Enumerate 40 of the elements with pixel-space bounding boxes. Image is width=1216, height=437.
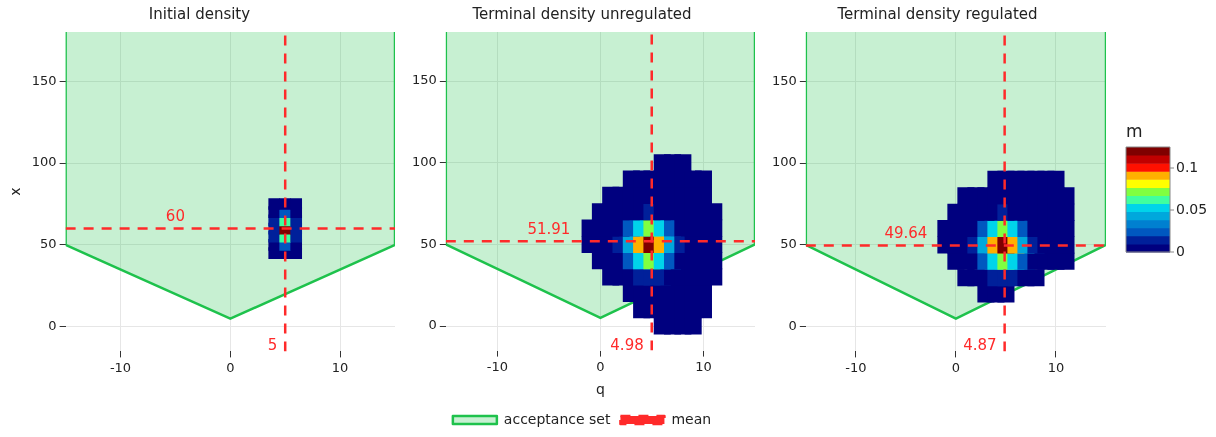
annotation: 51.91 [527,219,571,238]
x-tick-label: -10 [845,359,867,375]
annotation: 4.98 [610,335,644,354]
chart-title: Initial density [148,4,251,23]
x-tick-label: 0 [596,358,605,374]
y-tick-label: 150 [31,72,57,88]
x-tick-label: 0 [226,359,235,375]
x-tick-label: 10 [331,359,349,375]
y-tick-label: 100 [31,154,57,170]
x-tick-label: -10 [109,359,132,375]
annotation: 5 [267,336,278,355]
y-tick-label: 50 [780,236,797,252]
annotation: 60 [165,206,185,225]
y-tick-label: 0 [48,318,57,334]
y-tick-label: 100 [411,154,437,170]
y-tick-label: 50 [40,236,57,252]
color-bar-label: 0.05 [1176,200,1208,217]
y-tick-label: 100 [771,154,797,170]
x-tick-label: 10 [1047,359,1065,375]
color-bar-label: 0.1 [1176,158,1199,175]
y-tick-label: 0 [428,317,437,333]
y-tick-label: 0 [788,318,797,334]
color-bar-title: m [1126,120,1143,141]
x-tick-label: 0 [951,359,961,375]
annotation: 4.87 [963,336,997,355]
y-tick-label: 150 [771,72,797,88]
legend-label: acceptance set [503,410,611,427]
y-tick-label: 50 [420,235,437,251]
y-axis-title: x [7,187,24,196]
chart-title: Terminal density unregulated [471,4,692,23]
annotation: 49.64 [884,223,928,242]
color-bar-label: 0 [1176,242,1185,259]
point [290,198,303,210]
x-tick-label: 10 [695,358,712,374]
x-axis-title: q [595,381,605,398]
point [268,198,281,210]
y-tick-label: 150 [411,72,437,88]
legend-label: mean [671,410,712,427]
chart-title: Terminal density regulated [836,4,1038,23]
x-tick-label: -10 [486,358,508,374]
